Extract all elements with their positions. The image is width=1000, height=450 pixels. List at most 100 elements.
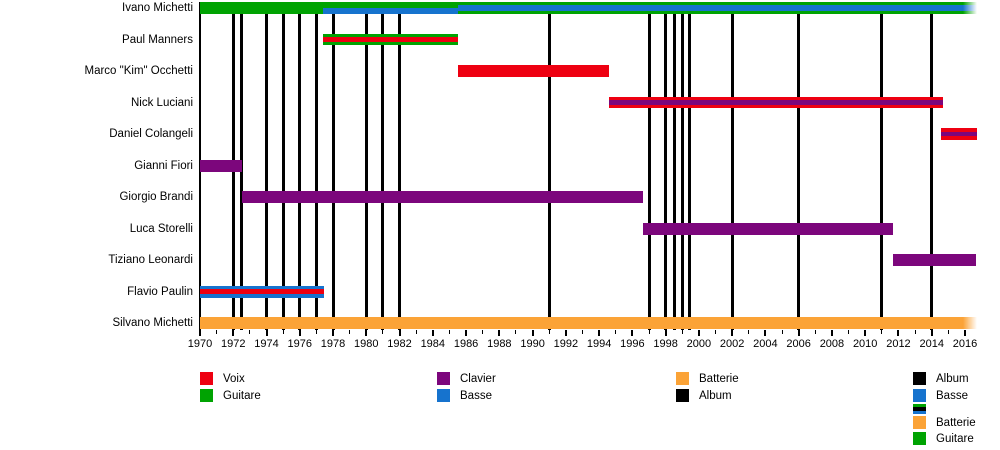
- swatch-stripe-black: [913, 407, 926, 411]
- member-bar: [643, 222, 893, 235]
- voix-color-swatch: [200, 372, 213, 385]
- member-bar: [457, 65, 610, 77]
- bar-stripe-green: [323, 2, 458, 8]
- album-line: [547, 14, 551, 330]
- swatch-stripe-blue: [913, 410, 926, 414]
- x-tick-label: 1972: [221, 338, 246, 350]
- major-tick: [199, 330, 201, 336]
- bar-stripe-purple: [241, 191, 644, 203]
- legend-label: Batterie: [699, 373, 739, 385]
- x-tick-label: 1974: [254, 338, 279, 350]
- album-line: [364, 14, 368, 330]
- batterie-color-swatch: [913, 416, 926, 429]
- album-line: [265, 14, 269, 330]
- x-tick-label: 1992: [553, 338, 579, 350]
- album-line: [730, 14, 734, 330]
- member-bar: [323, 2, 458, 14]
- bar-stripe-purple: [643, 222, 893, 235]
- minor-tick: [615, 330, 617, 334]
- album-line: [398, 14, 402, 330]
- bar-stripe-green: [457, 10, 978, 14]
- bar-stripe-red: [609, 104, 943, 109]
- x-tick-label: 1996: [620, 338, 645, 350]
- clavier-color-swatch: [437, 372, 450, 385]
- minor-tick: [216, 330, 218, 334]
- minor-tick: [482, 330, 484, 334]
- major-tick: [598, 330, 601, 336]
- legend-label: Voix: [223, 373, 245, 385]
- x-tick-label: 1978: [320, 338, 346, 350]
- major-tick: [797, 330, 800, 336]
- x-tick-label: 1984: [420, 338, 446, 350]
- major-tick: [498, 330, 501, 336]
- minor-tick: [382, 330, 384, 334]
- member-bar: [241, 191, 644, 203]
- bar-stripe-red: [940, 128, 977, 132]
- batterie-color-swatch: [676, 372, 689, 385]
- member-label: Marco "Kim" Occhetti: [84, 65, 194, 77]
- minor-tick: [881, 330, 883, 334]
- bar-stripe-orange: [200, 317, 978, 329]
- major-tick: [232, 330, 235, 336]
- major-tick: [897, 330, 900, 336]
- album-line: [797, 14, 801, 330]
- bar-stripe-red: [200, 289, 324, 294]
- minor-tick: [947, 330, 949, 334]
- minor-tick: [914, 330, 916, 334]
- x-tick-label: 1982: [387, 338, 412, 350]
- minor-tick: [415, 330, 417, 334]
- album-line: [673, 14, 677, 330]
- x-tick-label: 2010: [852, 338, 878, 350]
- member-bar: [609, 96, 943, 109]
- bar-stripe-red: [609, 96, 943, 101]
- bar-stripe-blue: [457, 5, 978, 11]
- minor-tick: [748, 330, 750, 334]
- major-tick: [697, 330, 700, 336]
- major-tick: [564, 330, 567, 336]
- album-line: [680, 14, 684, 330]
- album-line: [930, 14, 934, 330]
- bar-stripe-red: [457, 65, 610, 77]
- x-tick-label: 1986: [453, 338, 479, 350]
- member-label: Luca Storelli: [129, 222, 193, 235]
- member-label: Daniel Colangeli: [109, 128, 193, 140]
- legend-label: Guitare: [936, 433, 974, 445]
- minor-tick: [814, 330, 816, 334]
- minor-tick: [715, 330, 717, 334]
- legend-label: Album: [936, 373, 969, 385]
- member-bar: [457, 2, 978, 14]
- legend-label: Basse: [460, 390, 492, 402]
- major-tick: [830, 330, 833, 336]
- member-label: Nick Luciani: [131, 96, 193, 109]
- x-tick-label: 1994: [586, 338, 612, 350]
- album-line: [647, 14, 651, 330]
- x-tick-label: 1988: [487, 338, 512, 350]
- album-line: [240, 14, 244, 330]
- x-tick-label: 2008: [819, 338, 845, 350]
- album-line: [281, 14, 285, 330]
- x-tick-label: 2002: [719, 338, 745, 350]
- legend-label: Guitare: [223, 390, 261, 402]
- member-label: Ivano Michetti: [122, 2, 193, 14]
- member-label: Silvano Michetti: [112, 317, 193, 329]
- major-tick: [864, 330, 867, 336]
- album-line: [331, 14, 335, 330]
- member-bar: [892, 254, 976, 266]
- bar-stripe-green: [200, 2, 324, 14]
- x-tick-label: 1976: [287, 338, 312, 350]
- major-tick: [365, 330, 368, 336]
- x-tick-label: 1998: [653, 338, 678, 350]
- minor-tick: [548, 330, 550, 334]
- x-tick-label: 1980: [354, 338, 379, 350]
- member-bar: [323, 33, 458, 46]
- swatch-stripe-green: [913, 404, 926, 408]
- x-tick-label: 2004: [753, 338, 778, 350]
- bar-stripe-purple: [609, 100, 943, 105]
- bar-stripe-green: [457, 2, 978, 6]
- x-tick-label: 2014: [919, 338, 944, 350]
- member-label: Paul Manners: [122, 33, 193, 46]
- guitare-color-swatch: [200, 389, 213, 402]
- legend-label: Batterie: [936, 417, 976, 429]
- major-tick: [431, 330, 434, 336]
